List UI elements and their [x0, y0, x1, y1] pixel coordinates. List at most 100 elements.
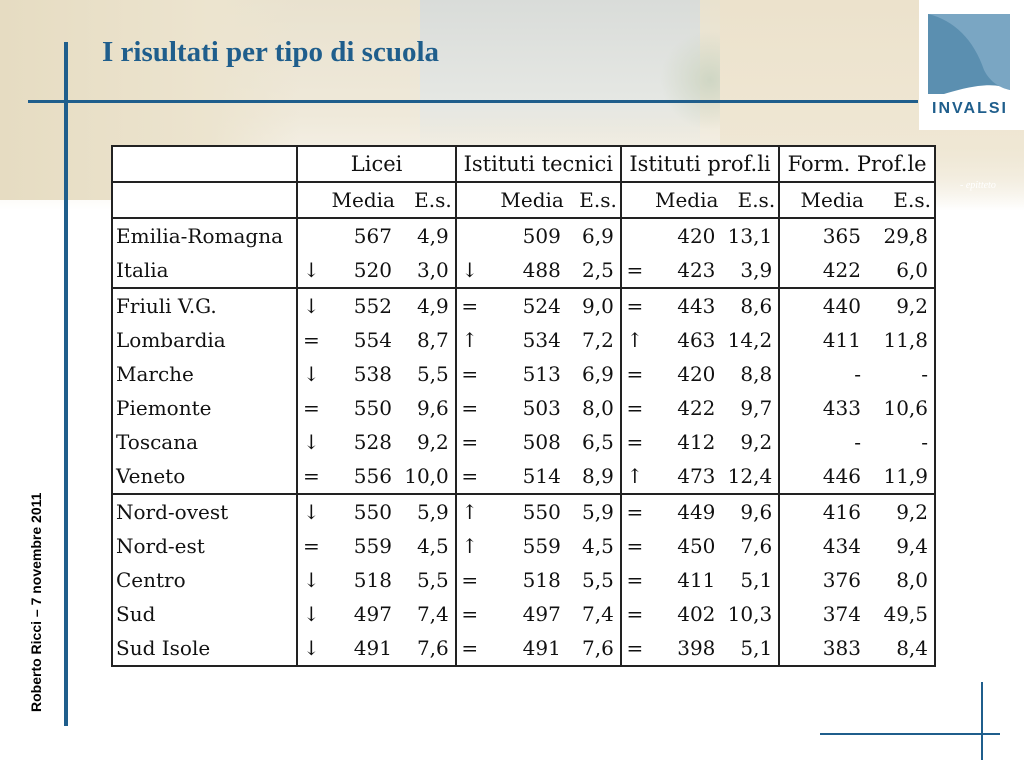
- value-cell: 567: [353, 224, 392, 248]
- value-cell: 5,5: [582, 568, 614, 592]
- value-cell: 463: [677, 328, 716, 352]
- value-cell: 7,4: [416, 602, 449, 626]
- value-cell: 9,6: [740, 500, 773, 524]
- value-cell: 411: [778, 323, 867, 357]
- value-cell: 491: [353, 636, 392, 660]
- value-cell: 383: [778, 631, 867, 666]
- table-row: Sud Isole ↓ 491 7,6 = 491 7,6 = 398 5,1 383 8,4: [112, 631, 935, 666]
- value-cell: -: [778, 425, 867, 459]
- trend-cell: =: [619, 357, 648, 391]
- table-row: Centro ↓ 518 5,5 = 518 5,5 = 411 5,1 376 8,0: [112, 563, 935, 597]
- region-cell: Sud: [116, 602, 156, 626]
- value-cell: 8,9: [566, 459, 621, 495]
- value-cell: 422: [677, 396, 716, 420]
- value-cell: 491: [522, 636, 561, 660]
- trend-cell: ↓: [296, 563, 325, 597]
- value-cell: 554: [353, 328, 392, 352]
- value-cell: 559: [522, 534, 561, 558]
- value-cell: 556: [324, 459, 398, 495]
- invalsi-logo-icon: [928, 14, 1010, 94]
- value-cell: -: [921, 362, 928, 386]
- column-group-header: Istituti prof.li: [619, 146, 780, 183]
- value-cell: 411: [677, 568, 716, 592]
- value-cell: 412: [677, 430, 716, 454]
- value-cell: 8,0: [582, 396, 614, 420]
- region-cell: Lombardia: [116, 328, 226, 352]
- table-row: Marche ↓ 538 5,5 = 513 6,9 = 420 8,8- -: [112, 357, 935, 391]
- trend-cell: [454, 218, 483, 253]
- trend-cell: =: [619, 597, 648, 631]
- background-building-middle: [420, 0, 700, 150]
- value-cell: 365: [778, 218, 867, 253]
- es-header: E.s.: [721, 182, 780, 219]
- value-cell: 9,6: [416, 396, 449, 420]
- value-cell: 508: [522, 430, 561, 454]
- trend-cell: ↓: [296, 357, 325, 391]
- region-cell: Piemonte: [116, 396, 212, 420]
- table-row: Piemonte = 550 9,6 = 503 8,0 = 422 9,7 433 10,6: [112, 391, 935, 425]
- table-row: Sud ↓ 497 7,4 = 497 7,4 = 402 10,3 374 49,5: [112, 597, 935, 631]
- trend-cell: ↓: [296, 597, 325, 631]
- column-group-header: Istituti tecnici: [454, 146, 621, 183]
- region-cell: Friuli V.G.: [116, 294, 217, 318]
- trend-cell: =: [619, 253, 648, 289]
- value-cell: 5,5: [416, 568, 449, 592]
- trend-cell: =: [454, 597, 483, 631]
- value-cell: 5,1: [740, 568, 773, 592]
- trend-cell: ↓: [296, 253, 325, 289]
- trend-cell: =: [454, 288, 483, 323]
- trend-cell: ↑: [454, 529, 483, 563]
- table-row: Emilia-Romagna 567 4,9 509 6,9 420 13,1 365 29,8: [112, 218, 935, 253]
- value-cell: 8,7: [416, 328, 449, 352]
- es-header: E.s.: [566, 182, 621, 219]
- value-cell: 9,7: [740, 396, 773, 420]
- region-cell: Nord-est: [116, 534, 205, 558]
- value-cell: 374: [778, 597, 867, 631]
- value-cell: 6,0: [866, 253, 935, 289]
- trend-cell: ↑: [619, 323, 648, 357]
- value-cell: 7,6: [582, 636, 614, 660]
- trend-cell: =: [296, 459, 325, 495]
- decorative-rule-horizontal-top: [28, 100, 918, 103]
- value-cell: 534: [522, 328, 561, 352]
- value-cell: 449: [677, 500, 716, 524]
- value-cell: 9,2: [416, 430, 449, 454]
- logo-text: INVALSI: [932, 100, 1008, 117]
- value-cell: 7,2: [582, 328, 614, 352]
- value-cell: 7,4: [582, 602, 614, 626]
- trend-cell: =: [454, 391, 483, 425]
- value-cell: 473: [647, 459, 722, 495]
- trend-cell: ↑: [454, 494, 483, 529]
- value-cell: 4,5: [582, 534, 614, 558]
- value-cell: 402: [677, 602, 716, 626]
- trend-header-cell: [619, 182, 648, 219]
- value-cell: 3,0: [397, 253, 456, 289]
- trend-cell: =: [296, 323, 325, 357]
- value-cell: 422: [778, 253, 867, 289]
- value-cell: 528: [353, 430, 392, 454]
- table-row: Friuli V.G. ↓ 552 4,9 = 524 9,0 = 443 8,6 440 9,2: [112, 288, 935, 323]
- trend-cell: =: [454, 357, 483, 391]
- es-header: E.s.: [866, 182, 935, 219]
- trend-cell: =: [454, 563, 483, 597]
- value-cell: 550: [353, 396, 392, 420]
- page-title: I risultati per tipo di scuola: [102, 36, 440, 68]
- value-cell: 518: [522, 568, 561, 592]
- value-cell: 10,0: [397, 459, 456, 495]
- value-cell: 443: [677, 294, 716, 318]
- value-cell: 11,8: [883, 328, 928, 352]
- region-cell: Marche: [116, 362, 194, 386]
- value-cell: 8,4: [896, 636, 928, 660]
- value-cell: 420: [677, 224, 716, 248]
- trend-cell: ↓: [296, 425, 325, 459]
- value-cell: 514: [482, 459, 567, 495]
- value-cell: 8,6: [740, 294, 773, 318]
- value-cell: 488: [482, 253, 567, 289]
- trend-cell: =: [454, 425, 483, 459]
- value-cell: 497: [353, 602, 392, 626]
- header-empty-cell: [112, 182, 298, 219]
- trend-cell: ↓: [454, 253, 483, 289]
- tagline: - epitteto: [960, 180, 996, 191]
- value-cell: 5,9: [582, 500, 614, 524]
- column-group-header: Form. Prof.le: [778, 146, 935, 183]
